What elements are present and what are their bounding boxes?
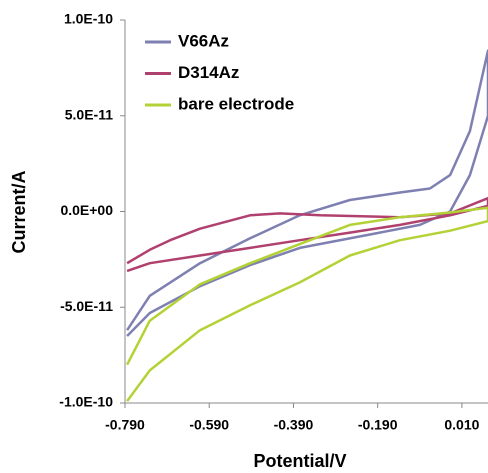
legend-label: V66Az [178,31,229,50]
y-tick-label: 5.0E-11 [65,106,113,122]
series-line [125,206,488,402]
x-tick-label: 0.010 [444,417,479,433]
legend-label: bare electrode [178,94,294,113]
y-tick-label: 1.0E-10 [64,11,113,27]
y-tick-label: -5.0E-11 [60,298,113,314]
x-tick-label: -0.390 [274,417,314,433]
y-tick-label: 0.0E+00 [60,202,113,218]
series-line [126,49,488,337]
x-axis-title: Potential/V [253,451,346,471]
legend-label: D314Az [178,63,239,82]
x-tick-label: -0.590 [189,417,229,433]
x-tick-label: -0.190 [358,417,398,433]
x-tick-label: -0.790 [105,417,145,433]
y-tick-label: -1.0E-10 [59,394,113,410]
y-axis-title: Current/A [9,170,29,253]
series-line [126,196,488,273]
